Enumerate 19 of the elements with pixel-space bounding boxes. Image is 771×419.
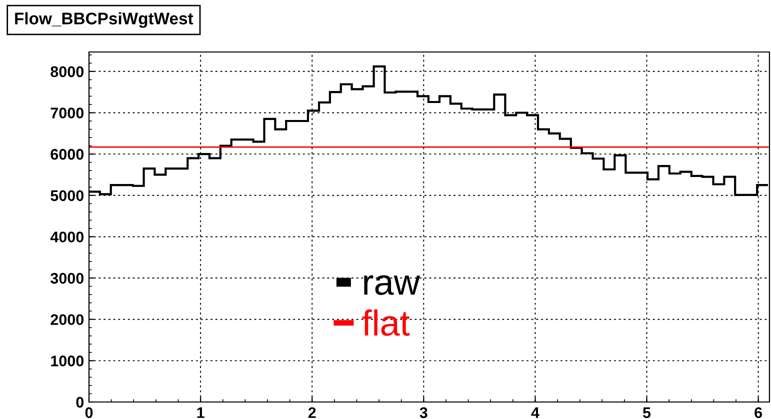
legend-label: flat bbox=[362, 309, 410, 336]
y-tick-label: 4000 bbox=[50, 232, 84, 242]
x-tick-label: 2 bbox=[308, 407, 316, 418]
x-tick-label: 4 bbox=[531, 407, 540, 418]
y-tick-label: 3000 bbox=[50, 272, 84, 284]
y-tick-label: 6000 bbox=[50, 148, 84, 160]
y-tick-label: 5000 bbox=[50, 190, 84, 202]
x-tick-label: 6 bbox=[754, 407, 762, 418]
chart-title: Flow_BBCPsiWgtWest bbox=[15, 12, 194, 28]
y-tick-label: 7000 bbox=[50, 108, 84, 118]
y-tick-label: 1000 bbox=[51, 356, 84, 366]
y-tick-label: 2000 bbox=[50, 314, 84, 326]
x-tick-label: 5 bbox=[642, 407, 651, 418]
x-tick-label: 3 bbox=[420, 407, 428, 418]
x-tick-label: 1 bbox=[197, 407, 204, 418]
x-tick-label: 0 bbox=[85, 407, 93, 418]
y-tick-label: 8000 bbox=[50, 66, 84, 78]
legend-label: raw bbox=[364, 275, 420, 295]
y-tick-label: 0 bbox=[76, 396, 84, 408]
